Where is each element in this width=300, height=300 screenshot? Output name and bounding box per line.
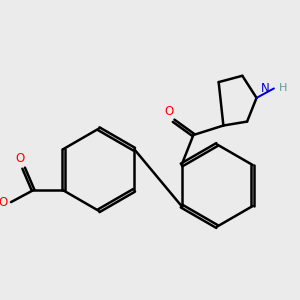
Text: O: O — [0, 196, 8, 209]
Text: N: N — [261, 82, 270, 95]
Text: O: O — [164, 105, 173, 118]
Text: O: O — [15, 152, 24, 165]
Text: H: H — [279, 82, 287, 93]
